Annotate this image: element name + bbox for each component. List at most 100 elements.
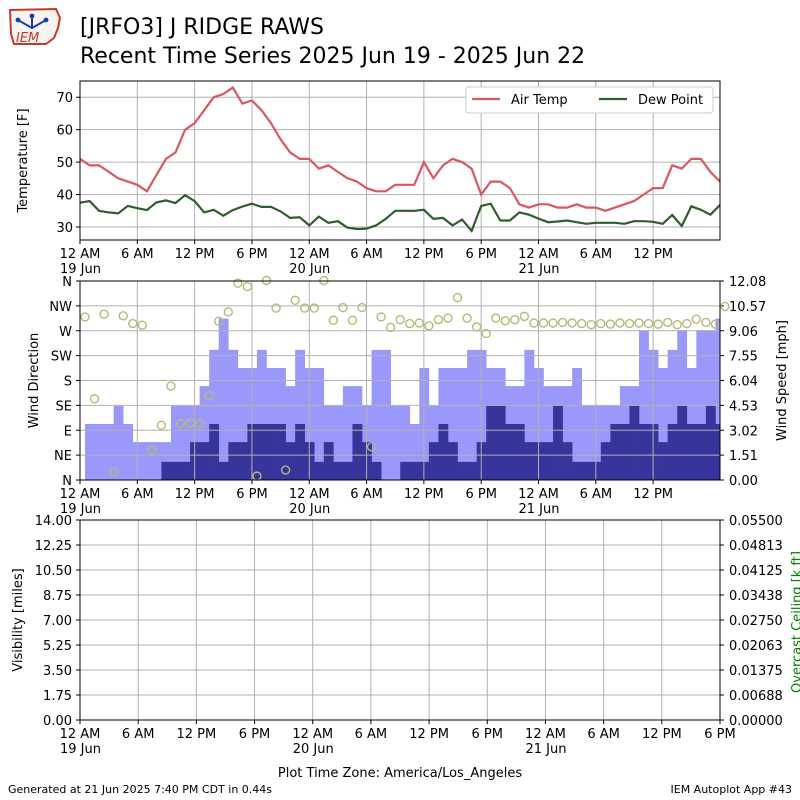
x-tick-label: 12 PM <box>409 727 449 742</box>
x-tick-date-label: 19 Jun <box>60 742 101 757</box>
visibility-tick-label: 12.25 <box>35 539 72 554</box>
x-tick-date-label: 19 Jun <box>60 502 101 517</box>
wind-bar <box>467 461 477 480</box>
x-tick-label: 12 PM <box>633 247 673 262</box>
x-tick-label: 6 AM <box>580 247 613 262</box>
plot-frame <box>79 519 721 721</box>
y-axis-label-right: Overcast Ceiling [k ft] <box>790 551 800 693</box>
speed-tick-label: 4.53 <box>729 399 758 414</box>
direction-tick-label: N <box>62 474 72 489</box>
direction-marker <box>204 390 214 401</box>
x-tick-label: 6 AM <box>122 727 155 742</box>
direction-marker <box>557 317 568 328</box>
wind-bar <box>447 442 458 480</box>
direction-marker <box>481 328 491 339</box>
wind-bar <box>266 423 277 480</box>
wind-bar <box>562 442 573 480</box>
x-tick-label: 12 AM <box>518 487 559 502</box>
y-tick-label: 70 <box>56 91 73 106</box>
gust-bar <box>314 367 325 480</box>
x-tick-label: 6 PM <box>704 727 735 742</box>
x-tick-date-label: 20 Jun <box>289 262 330 277</box>
direction-marker <box>233 278 243 288</box>
gust-bar <box>237 367 248 480</box>
speed-tick-label: 9.06 <box>729 325 758 340</box>
gust-bar <box>715 318 721 480</box>
gust-bar <box>123 423 134 480</box>
x-tick-label: 12 AM <box>289 247 330 262</box>
gust-bar <box>381 349 391 480</box>
wind-bar <box>639 423 649 480</box>
direction-marker <box>596 318 606 329</box>
gust-bar <box>218 318 229 480</box>
direction-tick-label: SE <box>56 399 72 414</box>
wind-bar <box>438 423 449 480</box>
x-tick-label: 12 PM <box>175 247 215 262</box>
plot-frame <box>79 80 721 241</box>
x-tick-label: 6 PM <box>236 247 267 262</box>
direction-marker <box>80 312 90 322</box>
direction-marker <box>395 314 405 325</box>
speed-tick-label: 0.00 <box>729 474 758 489</box>
direction-marker <box>300 303 310 313</box>
x-tick-date-label: 19 Jun <box>60 262 101 277</box>
direction-marker <box>500 316 510 326</box>
series-line-air-temp <box>79 85 721 212</box>
x-tick-label: 12 AM <box>60 247 101 262</box>
direction-marker <box>357 302 367 313</box>
gust-bar <box>467 349 477 480</box>
direction-marker <box>471 322 482 332</box>
legend-box <box>465 86 714 114</box>
wind-bar <box>209 423 220 480</box>
wind-bar <box>572 461 583 480</box>
x-tick-label: 12 AM <box>292 727 333 742</box>
x-tick-date-label: 21 Jun <box>519 262 560 277</box>
gust-bar <box>371 349 382 480</box>
direction-marker <box>701 317 711 328</box>
wind-bar <box>677 405 688 480</box>
visibility-tick-label: 3.50 <box>43 664 72 679</box>
ceiling-tick-label: 0.03438 <box>729 589 783 604</box>
x-tick-label: 12 PM <box>642 727 682 742</box>
gust-bar <box>409 423 420 480</box>
direction-marker <box>662 317 673 328</box>
page-title: [JRFO3] J RIDGE RAWS <box>80 15 324 40</box>
gust-bar <box>199 386 210 480</box>
y-axis-label-right: Wind Speed [mph] <box>775 320 790 441</box>
x-tick-label: 6 AM <box>350 247 383 262</box>
x-tick-label: 6 PM <box>472 727 503 742</box>
visibility-tick-label: 5.25 <box>43 639 72 654</box>
wind-bar <box>199 442 210 480</box>
legend-label-dew-point: Dew Point <box>638 93 703 108</box>
wind-bar <box>619 423 630 480</box>
direction-marker <box>577 318 587 329</box>
direction-marker <box>328 315 339 325</box>
wind-bar <box>428 442 439 480</box>
legend-label-air-temp: Air Temp <box>511 93 568 108</box>
gust-bar <box>447 367 458 480</box>
direction-marker <box>433 314 444 325</box>
wind-bar <box>314 461 325 480</box>
gust-bar <box>256 349 267 480</box>
direction-tick-label: S <box>64 375 72 390</box>
wind-bar <box>170 461 181 480</box>
direction-tick-label: SW <box>51 350 72 365</box>
speed-tick-label: 12.08 <box>729 275 766 290</box>
wind-bar <box>323 442 334 480</box>
direction-marker <box>309 303 319 313</box>
direction-marker <box>194 418 205 429</box>
wind-bar <box>658 442 668 480</box>
y-axis-label: Visibility [miles] <box>11 568 26 671</box>
x-tick-label: 6 AM <box>587 727 620 742</box>
gust-bar <box>342 386 353 480</box>
gust-bar <box>104 423 114 480</box>
gust-bar <box>295 349 306 480</box>
direction-marker <box>137 320 148 330</box>
x-tick-label: 6 AM <box>121 247 154 262</box>
speed-tick-label: 7.55 <box>729 350 758 365</box>
direction-marker <box>634 318 644 328</box>
gust-bar <box>285 386 296 480</box>
direction-marker <box>185 418 195 428</box>
x-tick-label: 12 AM <box>518 247 559 262</box>
